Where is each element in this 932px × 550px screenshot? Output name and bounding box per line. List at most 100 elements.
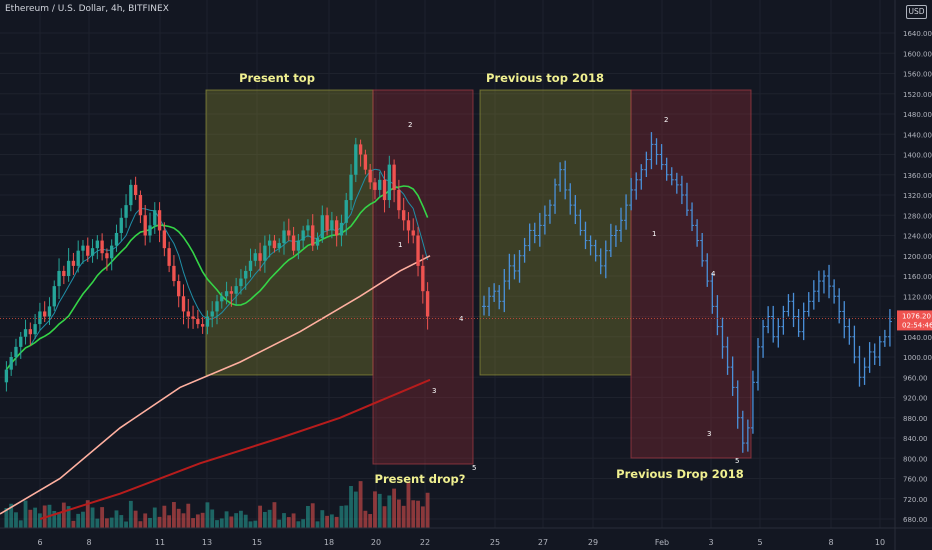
volume-bar [425,492,430,528]
volume-bar [4,508,9,528]
present-candles [4,137,430,392]
y-tick-label: 1560.00 [903,71,932,79]
volume-bar [119,515,124,528]
volume-bar [416,500,420,528]
candle-body [172,265,176,282]
x-tick-label: 25 [490,538,500,547]
volume-bar [243,514,248,528]
y-tick-label: 1280.00 [903,212,932,220]
volume-bar [95,518,100,528]
candle-body [133,184,138,195]
volume-bar [420,506,425,528]
annotation-present-top: Present top [239,71,315,85]
candle-body [105,253,109,259]
candle-body [90,248,95,256]
candle-body [215,301,219,312]
volume-bar [239,510,243,528]
y-tick-label: 920.00 [903,395,928,403]
candle-body [76,250,80,266]
previous-top-box [479,89,632,376]
last-price-value: 1076.20 [902,312,931,320]
candle-body [47,306,52,317]
volume-bar [306,505,310,528]
candle-body [9,357,13,370]
volume-bar [310,503,315,528]
volume-bar [296,521,301,528]
y-tick-label: 1200.00 [903,253,932,261]
volume-bar [396,499,401,528]
volume-bar [157,516,162,528]
candle-body [157,210,162,231]
previous-drop-box [630,89,752,459]
volume-bar [286,517,291,528]
candle-body [162,230,167,249]
wave-label-present: 3 [432,387,436,395]
candle-body [382,179,387,201]
y-tick-label: 1640.00 [903,30,932,38]
volume-bar [329,514,334,528]
candle-body [277,243,281,249]
volume-bar [349,486,353,528]
candle-body [196,319,200,325]
wave-label-previous: 2 [664,116,668,124]
volume-bar [152,507,157,528]
y-tick-label: 1120.00 [903,293,932,301]
candle-body [334,220,339,236]
candle-body [38,311,42,325]
candle-body [167,248,171,266]
x-tick-label: 6 [37,538,42,547]
volume-bar [411,500,416,528]
wave-label-previous: 5 [735,457,739,465]
volume-bar [401,505,406,528]
volume-bar [210,509,215,528]
candle-body [272,240,277,249]
volume-bar [18,520,23,528]
volume-bar [195,514,200,528]
candle-body [86,245,90,256]
candle-body [416,235,420,266]
volume-bar [205,502,210,528]
currency-badge[interactable]: USD [906,5,927,19]
x-tick-label: 18 [324,538,334,547]
volume-bar [9,503,14,528]
y-tick-label: 680.00 [903,516,928,524]
candle-body [4,369,9,383]
ma-mid-line [5,185,429,371]
annotation-previous-drop: Previous Drop 2018 [616,467,744,481]
volume-bar [382,506,387,528]
volume-bar [148,517,152,528]
candle-body [311,225,315,246]
y-tick-label: 1240.00 [903,233,932,241]
candle-body [191,316,195,320]
candle-body [66,260,71,276]
annotation-previous-top: Previous top 2018 [486,71,604,85]
candle-body [253,253,257,261]
candle-body [52,286,56,307]
volume-bar [368,514,373,528]
y-tick-label: 1320.00 [903,192,932,200]
volume-bar [186,503,191,528]
wave-label-present: 1 [398,241,402,249]
volume-bar [191,518,195,528]
x-tick-label: 20 [371,538,381,547]
candle-body [291,235,296,251]
candle-body [33,324,37,335]
y-tick-label: 1600.00 [903,50,932,58]
annotation-labels: Present top Previous top 2018 Present drop… [239,71,744,486]
candle-body [210,311,214,317]
volume-bar [172,502,176,528]
candle-body [425,291,430,317]
ma-long-line [39,378,431,520]
x-tick-label: Feb [655,538,669,547]
candle-body [229,291,234,294]
wave-label-previous: 3 [707,430,711,438]
x-tick-label: 10 [875,538,885,547]
volume-bar [200,512,205,528]
chart-grid [0,0,895,528]
volume-bar [85,500,90,528]
volume-bar [363,510,368,528]
candle-body [320,215,324,239]
volume-bar [392,488,397,528]
